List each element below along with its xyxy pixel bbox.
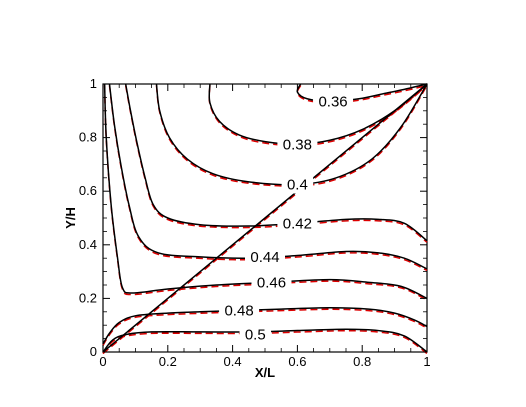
- y-axis-title: Y/H: [63, 207, 78, 229]
- contour-label-0-44: 0.44: [250, 249, 279, 266]
- contour-label-0-4: 0.4: [287, 177, 308, 194]
- y-tick-label: 0.4: [79, 237, 97, 252]
- x-tick-label: 1: [423, 354, 430, 369]
- contour-label-background: [277, 214, 318, 233]
- tick-layer: 0 0.2 0.4 0.6 0.8 1 0 0.2 0.4 0.6 0.8 1: [79, 76, 431, 369]
- contour-label-background: [239, 325, 272, 344]
- contour-label-0-46: 0.46: [257, 274, 286, 291]
- contour-label-0-36: 0.36: [318, 93, 347, 110]
- contour-0-44-dashed: [108, 85, 428, 272]
- y-tick-label: 0: [90, 344, 97, 359]
- contour-0-44-solid: [108, 83, 428, 270]
- y-tick-label: 0.2: [79, 290, 97, 305]
- y-tick-label: 1: [90, 76, 97, 91]
- contour-label-background: [313, 92, 354, 111]
- x-tick-label: 0.4: [224, 354, 242, 369]
- contour-corner-8-dashed: [102, 84, 428, 355]
- y-tick-label: 0.8: [79, 130, 97, 145]
- y-tick-label: 0.6: [79, 183, 97, 198]
- x-tick-label: 0.2: [159, 354, 177, 369]
- contour-label-background: [219, 301, 260, 320]
- contour-0-4-solid: [155, 83, 428, 186]
- contour-label-background: [281, 175, 314, 194]
- contour-label-0-48: 0.48: [224, 302, 253, 319]
- contour-label-0-5: 0.5: [245, 327, 266, 344]
- contour-label-background: [251, 273, 292, 292]
- contour-0-46-dashed: [103, 85, 428, 301]
- x-axis-title: X/L: [255, 365, 275, 380]
- contour-label-0-42: 0.42: [283, 215, 312, 232]
- contour-label-background: [277, 135, 318, 154]
- contour-label-0-38: 0.38: [283, 136, 312, 153]
- contour-0-42-solid: [124, 83, 428, 242]
- x-tick-label: 0: [99, 354, 106, 369]
- contour-0-46-solid: [103, 83, 428, 300]
- x-tick-label: 0.6: [288, 354, 306, 369]
- contour-label-background: [245, 247, 285, 266]
- x-tick-label: 0.8: [353, 354, 371, 369]
- contour-corner-8-solid: [102, 83, 428, 353]
- contour-label-layer: 0.36 0.38 0.4 0.420.44 0.460.48 0.5: [219, 92, 354, 344]
